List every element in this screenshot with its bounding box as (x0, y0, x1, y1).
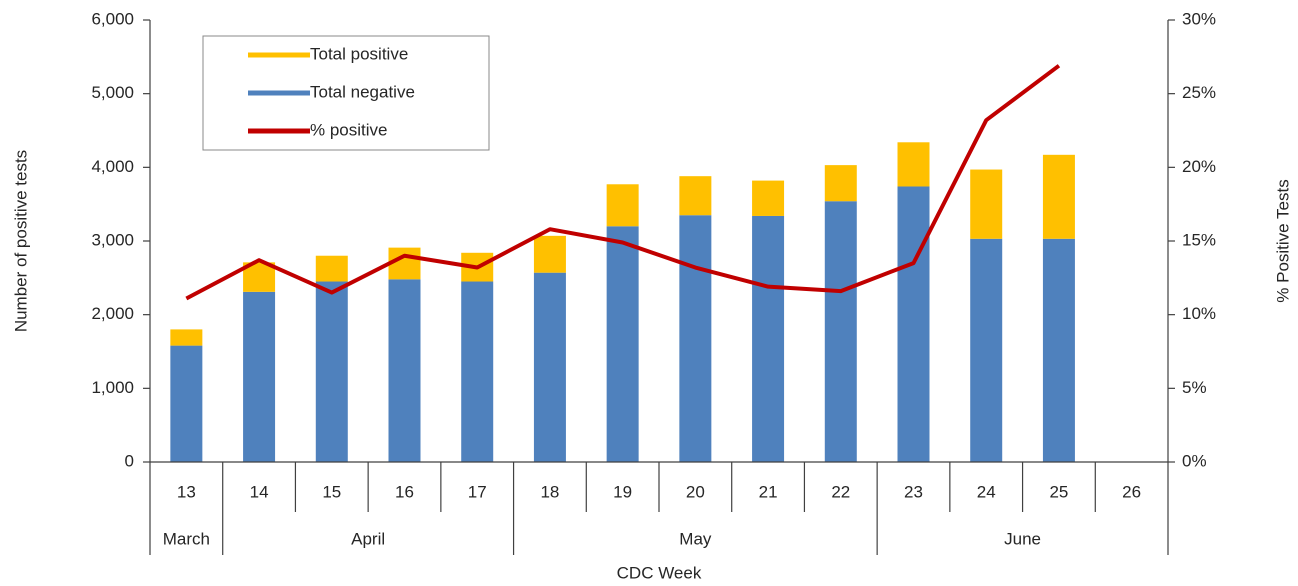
bar-segment (1042, 238, 1075, 462)
x-tick-label: 20 (686, 482, 705, 501)
x-tick-label: 23 (904, 482, 923, 501)
legend-label: Total negative (310, 82, 415, 101)
bar-segment (461, 281, 494, 462)
x-tick-label: 18 (540, 482, 559, 501)
bar-segment (388, 279, 421, 462)
y2-tick-label: 30% (1182, 9, 1216, 28)
y2-tick-label: 10% (1182, 304, 1216, 323)
y-axis-title: Number of positive tests (11, 150, 30, 332)
bar-segment (243, 291, 276, 462)
y-tick-label: 0 (125, 451, 134, 470)
x-axis-title: CDC Week (617, 563, 702, 582)
group-label: May (679, 529, 712, 548)
x-tick-label: 21 (759, 482, 778, 501)
bar-segment (388, 247, 421, 280)
bar-segment (606, 226, 639, 462)
bar-segment (533, 272, 566, 462)
legend-label: % positive (310, 120, 387, 139)
bar-segment (824, 165, 857, 202)
x-tick-label: 24 (977, 482, 996, 501)
group-label: June (1004, 529, 1041, 548)
y2-tick-label: 15% (1182, 230, 1216, 249)
y-tick-label: 1,000 (91, 378, 134, 397)
y2-tick-label: 20% (1182, 157, 1216, 176)
bar-segment (170, 329, 203, 346)
x-tick-label: 14 (250, 482, 269, 501)
bar-segment (897, 142, 930, 187)
bar-segment (315, 281, 348, 462)
y2-tick-label: 25% (1182, 83, 1216, 102)
bar-segment (824, 201, 857, 462)
x-tick-label: 22 (831, 482, 850, 501)
bar-segment (533, 235, 566, 273)
bar-segment (752, 215, 785, 462)
y-tick-label: 2,000 (91, 304, 134, 323)
y-tick-label: 4,000 (91, 157, 134, 176)
bar-segment (970, 169, 1003, 239)
bar-segment (170, 345, 203, 462)
x-tick-label: 16 (395, 482, 414, 501)
y2-tick-label: 0% (1182, 451, 1207, 470)
x-tick-label: 13 (177, 482, 196, 501)
group-label: April (351, 529, 385, 548)
y-tick-label: 6,000 (91, 9, 134, 28)
line-series (185, 64, 1061, 301)
x-tick-label: 26 (1122, 482, 1141, 501)
bar-segment (752, 180, 785, 216)
y-tick-label: 3,000 (91, 230, 134, 249)
group-label: March (163, 529, 210, 548)
y2-axis-title: % Positive Tests (1273, 179, 1292, 302)
bar-segment (606, 184, 639, 227)
bar-segment (897, 186, 930, 462)
x-tick-label: 17 (468, 482, 487, 501)
x-tick-label: 15 (322, 482, 341, 501)
legend-label: Total positive (310, 44, 408, 63)
y2-tick-label: 5% (1182, 378, 1207, 397)
bar-segment (1042, 154, 1075, 239)
bar-segment (679, 215, 712, 462)
y-tick-label: 5,000 (91, 83, 134, 102)
bar-segment (315, 255, 348, 282)
x-tick-label: 25 (1049, 482, 1068, 501)
x-tick-label: 19 (613, 482, 632, 501)
bar-segment (679, 176, 712, 216)
bar-segment (970, 238, 1003, 462)
